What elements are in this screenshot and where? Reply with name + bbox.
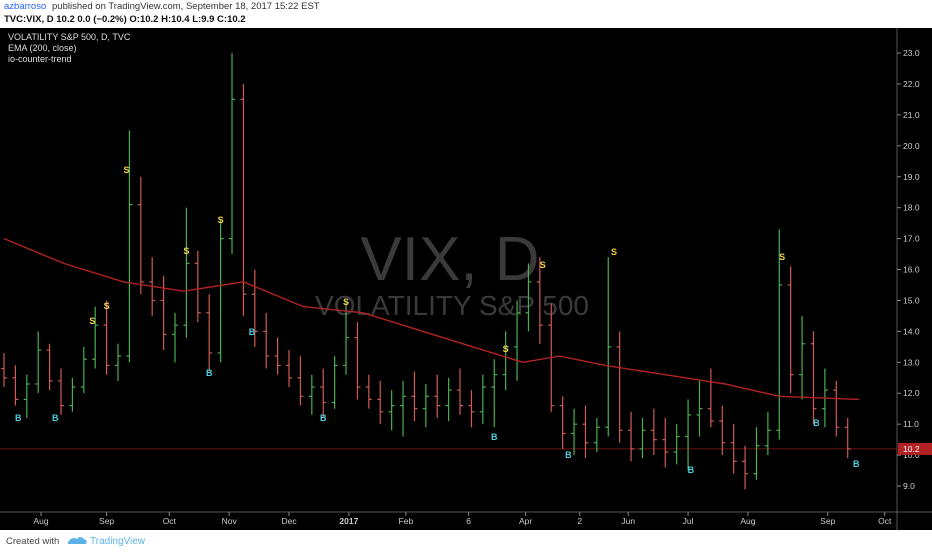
legend-entry: EMA (200, close)	[8, 43, 77, 53]
y-tick-label: 13.0	[903, 357, 920, 367]
signal-label: S	[124, 165, 130, 175]
y-tick-label: 11.0	[903, 419, 919, 429]
signal-label: S	[503, 344, 509, 354]
quote: TVC:VIX, D 10.2 0.0 (−0.2%) O:10.2 H:10.…	[4, 14, 246, 25]
last-price-box	[898, 442, 932, 455]
signal-label: S	[611, 247, 617, 257]
signal-label: B	[206, 368, 213, 378]
x-tick-label: 6	[466, 516, 471, 526]
y-tick-label: 15.0	[903, 295, 920, 305]
signal-label: B	[320, 413, 327, 423]
watermark: VIX, D	[360, 225, 539, 294]
y-tick-label: 18.0	[903, 203, 920, 213]
signal-label: S	[779, 252, 785, 262]
legend-entry: io-counter-trend	[8, 54, 72, 64]
x-tick-label: Nov	[222, 516, 238, 526]
x-tick-label: Aug	[740, 516, 755, 526]
footer-text: Created with	[6, 536, 59, 547]
legend-entry: VOLATILITY S&P 500, D, TVC	[8, 32, 131, 42]
y-tick-label: 16.0	[903, 265, 920, 275]
signal-label: B	[491, 432, 498, 442]
y-tick-label: 17.0	[903, 234, 920, 244]
y-tick-label: 9.0	[903, 481, 915, 491]
byline: published on TradingView.com, September …	[52, 1, 320, 12]
brand-logo	[68, 537, 87, 544]
signal-label: B	[813, 418, 820, 428]
signal-label: B	[52, 413, 59, 423]
x-tick-label: 2	[577, 516, 582, 526]
y-tick-label: 19.0	[903, 172, 920, 182]
x-tick-label: Dec	[281, 516, 297, 526]
signal-label: B	[249, 327, 256, 337]
x-tick-label: Jul	[683, 516, 694, 526]
ema-line	[3, 237, 860, 401]
watermark: VOLATILITY S&P 500	[315, 290, 589, 321]
signal-label: S	[218, 215, 224, 225]
x-tick-label: Feb	[399, 516, 414, 526]
signal-label: B	[688, 465, 695, 475]
signal-label: S	[89, 316, 95, 326]
y-tick-label: 21.0	[903, 110, 920, 120]
signal-label: S	[183, 246, 189, 256]
y-tick-label: 23.0	[903, 48, 920, 58]
footer-brand[interactable]: TradingView	[90, 536, 146, 547]
signal-label: B	[15, 413, 22, 423]
x-tick-label: 2017	[339, 516, 358, 526]
x-tick-label: Jun	[621, 516, 635, 526]
x-tick-label: Apr	[519, 516, 532, 526]
signal-label: S	[343, 297, 349, 307]
x-tick-label: Sep	[820, 516, 835, 526]
signal-label: S	[104, 301, 110, 311]
signal-label: B	[853, 459, 860, 469]
author[interactable]: azbarroso	[4, 1, 46, 12]
x-tick-label: Oct	[878, 516, 892, 526]
y-tick-label: 22.0	[903, 79, 920, 89]
y-tick-label: 10.0	[903, 450, 920, 460]
x-tick-label: Oct	[163, 516, 177, 526]
x-tick-label: Aug	[33, 516, 48, 526]
y-tick-label: 12.0	[903, 388, 920, 398]
y-tick-label: 14.0	[903, 326, 920, 336]
signal-label: B	[565, 450, 572, 460]
chart-bg	[0, 28, 932, 530]
signal-label: S	[540, 260, 546, 270]
last-price-label: 10.2	[903, 444, 920, 454]
x-tick-label: Sep	[99, 516, 114, 526]
y-tick-label: 20.0	[903, 141, 920, 151]
